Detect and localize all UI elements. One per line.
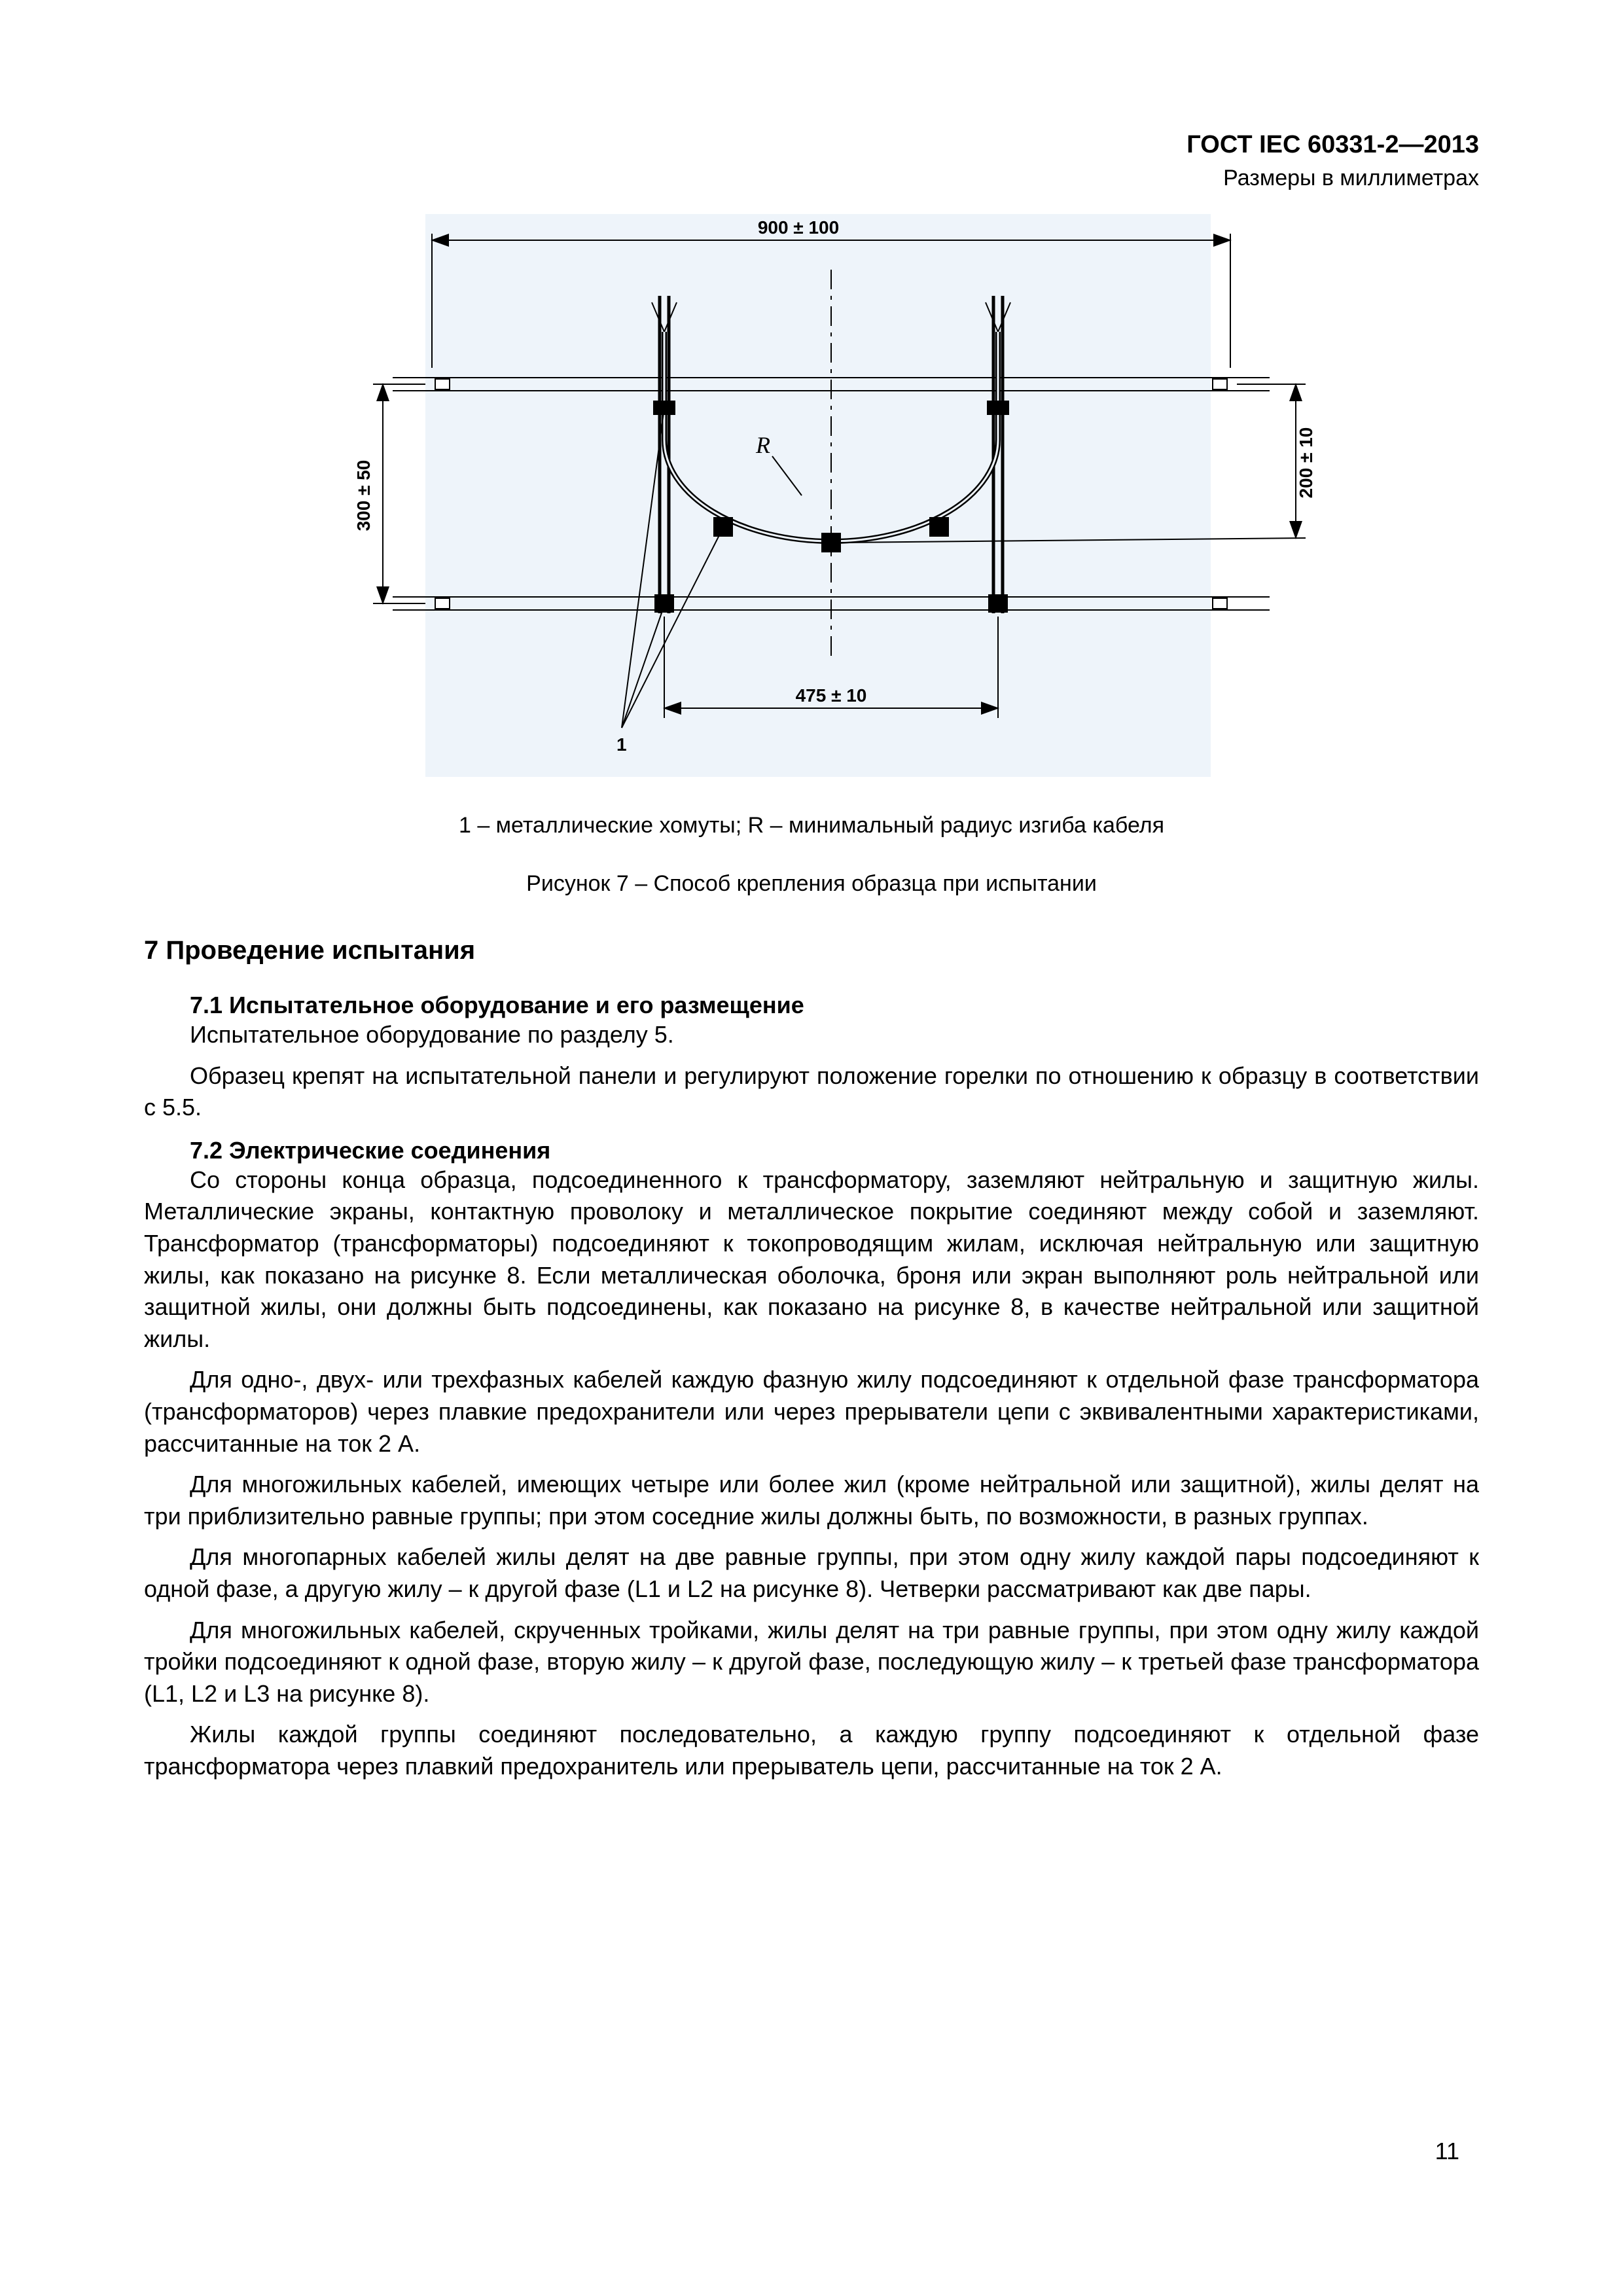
page-number: 11: [1435, 2138, 1459, 2165]
figure-caption: Рисунок 7 – Способ крепления образца при…: [144, 871, 1479, 897]
dim-bottom-text: 475 ± 10: [796, 685, 867, 706]
clamp-icon: [929, 517, 949, 537]
para: Образец крепят на испытательной панели и…: [144, 1060, 1479, 1124]
dim-left-text: 300 ± 50: [353, 460, 374, 531]
para: Испытательное оборудование по разделу 5.: [144, 1019, 1479, 1051]
figure-7: 900 ± 100: [144, 204, 1479, 897]
label-R: R: [755, 432, 770, 458]
section-7-1-title: 7.1 Испытательное оборудование и его раз…: [144, 992, 1479, 1019]
figure-svg: 900 ± 100: [255, 204, 1368, 793]
figure-legend: 1 – металлические хомуты; R – минимальны…: [144, 813, 1479, 838]
dim-right-text: 200 ± 10: [1296, 427, 1316, 499]
para: Для многожильных кабелей, скрученных тро…: [144, 1615, 1479, 1710]
para: Со стороны конца образца, подсоединенног…: [144, 1164, 1479, 1355]
para: Для многожильных кабелей, имеющих четыре…: [144, 1469, 1479, 1532]
units-note: Размеры в миллиметрах: [144, 166, 1479, 191]
clamp-icon: [988, 594, 1008, 613]
section-7-title: 7 Проведение испытания: [144, 936, 1479, 965]
para: Для многопарных кабелей жилы делят на дв…: [144, 1541, 1479, 1605]
label-1: 1: [616, 734, 627, 755]
clamp-icon: [987, 401, 1009, 415]
para: Жилы каждой группы соединяют последовате…: [144, 1719, 1479, 1782]
section-7-2-title: 7.2 Электрические соединения: [144, 1137, 1479, 1164]
dim-top-text: 900 ± 100: [758, 217, 839, 238]
para: Для одно-, двух- или трехфазных кабелей …: [144, 1364, 1479, 1460]
doc-code: ГОСТ IEC 60331-2—2013: [144, 131, 1479, 159]
clamp-icon: [821, 533, 841, 552]
